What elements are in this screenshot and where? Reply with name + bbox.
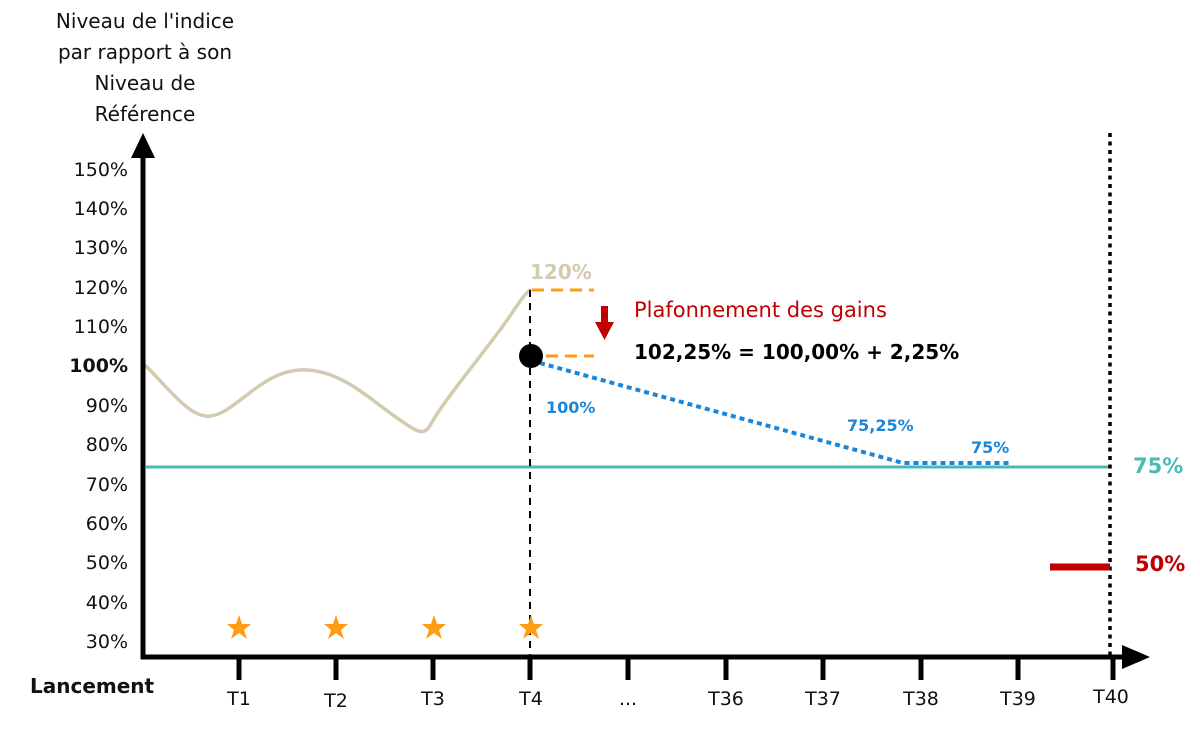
y-axis-title-line: Niveau de l'indice: [55, 9, 235, 33]
projection-dotted-line: [539, 361, 1012, 465]
index-curve: [144, 288, 532, 434]
y-tick-label: 110%: [73, 316, 128, 338]
y-tick-label: 130%: [73, 237, 128, 259]
x-tick-label: T2: [324, 690, 348, 712]
x-tick-label: T39: [1000, 688, 1036, 710]
blue-75-label: 75%: [971, 438, 1010, 457]
y-axis-title-line: Référence: [94, 102, 196, 126]
peak-120-label: 120%: [530, 260, 592, 284]
y-axis-title-line: par rapport à son: [57, 40, 232, 64]
y-tick-label: 70%: [85, 474, 128, 496]
y-tick-label: 140%: [73, 198, 128, 220]
y-tick-label: 50%: [85, 552, 128, 574]
y-tick-label-bold: 100%: [69, 355, 128, 377]
red-50-label: 50%: [1135, 552, 1186, 576]
cap-title-label: Plafonnement des gains: [634, 298, 887, 322]
y-tick-label: 90%: [85, 395, 128, 417]
x-axis-title: Lancement: [30, 674, 155, 698]
blue-100-label: 100%: [546, 398, 596, 417]
x-tick-label: T4: [519, 688, 543, 710]
x-tick-marks: [236, 657, 1116, 680]
star-icon: [519, 615, 543, 639]
y-tick-label: 30%: [85, 631, 128, 653]
star-icon: [227, 615, 251, 639]
star-icon: [324, 615, 348, 639]
x-tick-label: ...: [618, 688, 638, 710]
capped-point: [519, 344, 543, 368]
x-tick-label: T3: [421, 688, 445, 710]
x-tick-label: T1: [227, 688, 251, 710]
y-tick-label: 120%: [73, 277, 128, 299]
blue-7525-label: 75,25%: [847, 416, 914, 435]
x-tick-label: T37: [805, 688, 841, 710]
star-icons: [227, 615, 543, 639]
x-tick-label: T40: [1093, 686, 1129, 708]
x-tick-label: T36: [708, 688, 744, 710]
y-tick-label: 80%: [85, 434, 128, 456]
down-arrow-icon: [595, 306, 614, 340]
y-axis-title: Niveau de l'indice par rapport à son Niv…: [20, 6, 270, 130]
y-tick-label: 150%: [73, 159, 128, 181]
y-tick-label: 40%: [85, 592, 128, 614]
star-icon: [422, 615, 446, 639]
cap-formula-label: 102,25% = 100,00% + 2,25%: [634, 340, 960, 364]
x-tick-label: T38: [903, 688, 939, 710]
y-tick-label: 60%: [85, 513, 128, 535]
y-axis-arrow-icon: [131, 133, 155, 158]
teal-75-label: 75%: [1133, 454, 1184, 478]
y-axis-title-line: Niveau de: [94, 71, 196, 95]
x-axis-arrow-icon: [1122, 645, 1150, 669]
